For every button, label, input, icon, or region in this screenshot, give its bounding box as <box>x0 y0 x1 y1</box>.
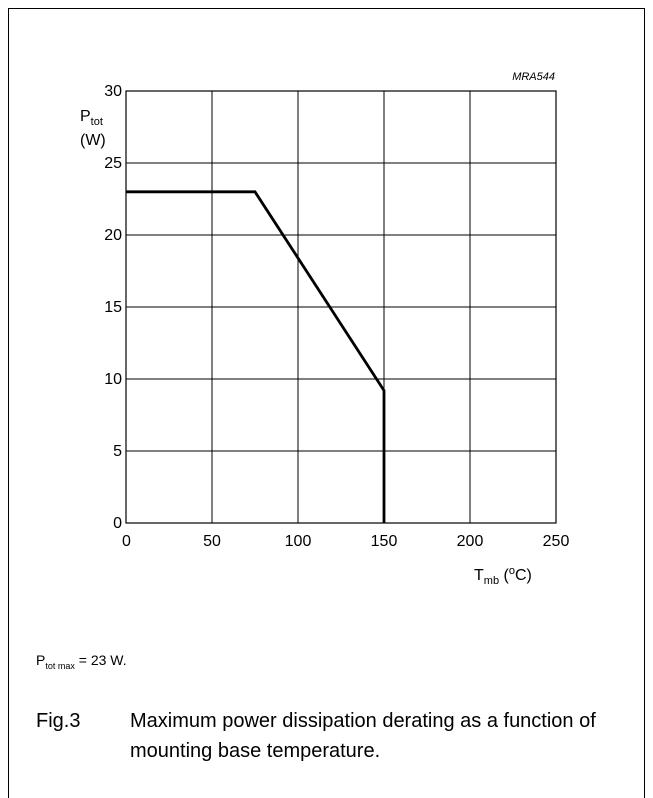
figure-frame <box>8 8 645 798</box>
x-tick-labels: 0 50 100 150 200 250 <box>122 533 569 550</box>
figure-code: MRA544 <box>512 71 555 83</box>
x-tick-label: 0 <box>122 533 131 550</box>
x-tick-label: 200 <box>457 533 484 550</box>
y-tick-label: 20 <box>104 227 122 244</box>
y-tick-label: 0 <box>113 515 122 532</box>
figure-caption-text: Maximum power dissipation derating as a … <box>130 710 596 762</box>
y-axis-unit: (W) <box>80 132 106 149</box>
x-tick-label: 100 <box>285 533 312 550</box>
chart-series <box>126 190 386 523</box>
derating-curve <box>126 190 386 523</box>
y-tick-label: 15 <box>104 299 122 316</box>
plot-border <box>125 90 557 524</box>
y-tick-label: 10 <box>104 371 122 388</box>
x-tick-label: 150 <box>371 533 398 550</box>
y-tick-labels: 0 5 10 15 20 25 30 <box>104 83 122 532</box>
chart-grid <box>125 90 557 524</box>
y-tick-label: 30 <box>104 83 122 100</box>
x-tick-label: 50 <box>203 533 221 550</box>
y-axis-label: Ptot <box>80 108 103 128</box>
y-tick-label: 25 <box>104 155 122 172</box>
x-axis-label: Tmb (oC) <box>474 565 532 587</box>
x-tick-label: 250 <box>543 533 570 550</box>
y-tick-label: 5 <box>113 443 122 460</box>
max-power-note: Ptot max = 23 W. <box>36 652 127 671</box>
figure-number: Fig.3 <box>36 710 81 732</box>
